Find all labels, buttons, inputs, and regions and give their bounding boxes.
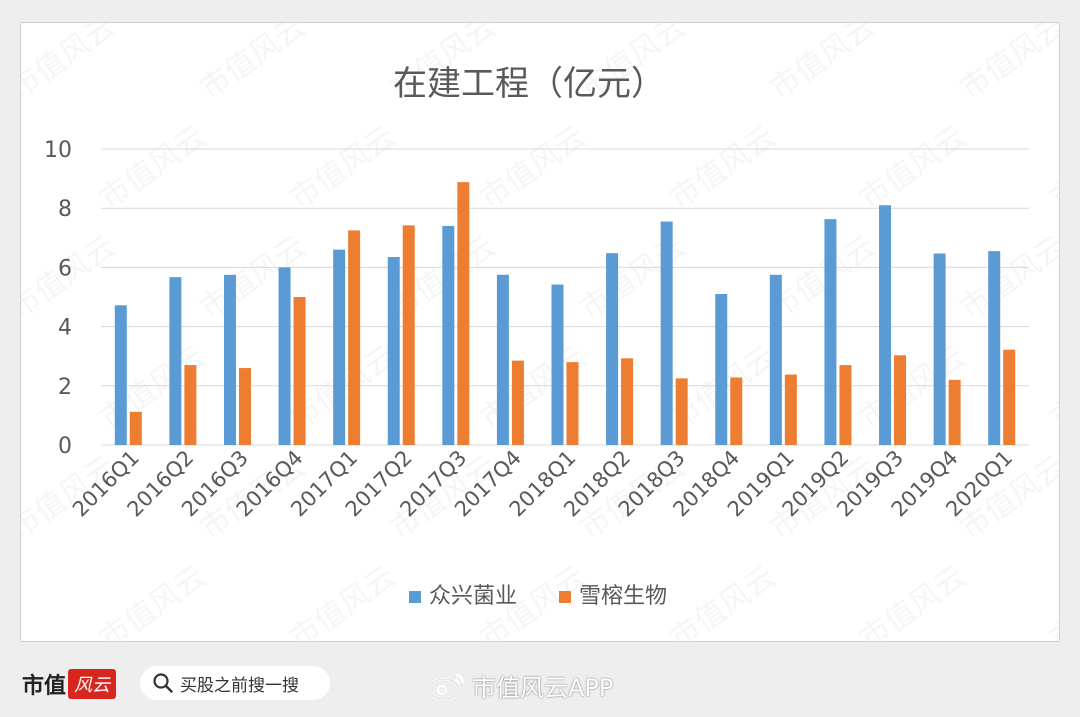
- bar-zhongxing-2017Q1: [333, 249, 346, 445]
- bar-xuerong-2016Q1: [129, 411, 142, 445]
- footer-bar: 市值 风云 买股之前搜一搜 市值风云APP: [0, 650, 1080, 717]
- grid-lines: [101, 148, 1029, 446]
- bar-xuerong-2016Q2: [184, 365, 197, 445]
- bar-xuerong-2017Q4: [511, 360, 524, 445]
- y-tick-label: 8: [58, 197, 72, 222]
- bar-zhongxing-2020Q1: [988, 251, 1001, 445]
- chart-card: 市值风云 市值风云 市值风云 市值风云 市值风云 市值风云 市值风云 市值风云 市值风云 市值风云…: [20, 22, 1060, 642]
- x-axis-ticks: 2016Q12016Q22016Q32016Q42017Q12017Q22017…: [68, 446, 1017, 522]
- search-text: 买股之前搜一搜: [180, 675, 299, 696]
- bar-xuerong-2019Q2: [839, 365, 852, 445]
- brand-text: 市值: [22, 673, 67, 699]
- bar-xuerong-2016Q3: [238, 368, 251, 445]
- bar-xuerong-2018Q2: [621, 358, 634, 445]
- y-axis-ticks: 0 2 4 6 8 10: [44, 138, 72, 459]
- y-tick-label: 2: [58, 375, 72, 400]
- y-tick-label: 10: [44, 138, 72, 163]
- legend-label: 雪榕生物: [579, 584, 667, 609]
- bar-zhongxing-2016Q1: [114, 305, 127, 445]
- bar-xuerong-2019Q1: [784, 374, 797, 445]
- bar-xuerong-2016Q4: [293, 297, 306, 445]
- bar-xuerong-2018Q1: [566, 362, 579, 445]
- bar-xuerong-2017Q2: [402, 225, 415, 445]
- bar-xuerong-2017Q3: [457, 182, 470, 446]
- search-icon: [153, 673, 173, 693]
- y-tick-label: 0: [58, 434, 72, 459]
- bar-zhongxing-2017Q2: [387, 257, 400, 445]
- legend: 众兴菌业 雪榕生物: [409, 584, 667, 609]
- bar-xuerong-2017Q1: [348, 230, 361, 445]
- bar-xuerong-2019Q4: [948, 379, 961, 445]
- bar-zhongxing-2016Q4: [278, 267, 291, 445]
- bar-zhongxing-2018Q1: [551, 284, 564, 445]
- weibo-icon: [428, 673, 465, 700]
- bar-zhongxing-2019Q2: [824, 219, 837, 445]
- bar-zhongxing-2018Q3: [660, 221, 673, 445]
- bar-zhongxing-2019Q1: [769, 274, 782, 445]
- weibo-text: 市值风云APP: [472, 674, 614, 702]
- weibo-handle: 市值风云APP: [428, 668, 613, 703]
- brand-logo: 市值 风云: [22, 664, 117, 704]
- bar-xuerong-2019Q3: [894, 355, 907, 445]
- search-pill[interactable]: 买股之前搜一搜: [140, 666, 330, 700]
- bar-zhongxing-2016Q3: [223, 274, 236, 445]
- legend-label: 众兴菌业: [429, 584, 517, 609]
- bar-zhongxing-2019Q4: [933, 253, 946, 445]
- bar-zhongxing-2017Q3: [442, 225, 455, 445]
- legend-swatch: [409, 591, 421, 603]
- y-tick-label: 6: [58, 256, 72, 281]
- bar-zhongxing-2016Q2: [169, 277, 182, 445]
- bar-chart: 在建工程（亿元） 0 2 4 6 8 10 2016Q12016Q22016Q32016Q…: [44, 64, 1029, 609]
- bar-zhongxing-2017Q4: [496, 274, 509, 445]
- bar-xuerong-2020Q1: [1003, 349, 1016, 445]
- legend-swatch: [559, 591, 571, 603]
- bar-zhongxing-2018Q4: [715, 294, 728, 445]
- y-tick-label: 4: [58, 316, 72, 341]
- bar-zhongxing-2018Q2: [606, 253, 619, 445]
- bar-xuerong-2018Q3: [675, 378, 688, 445]
- brand-logo-mark: 风云: [68, 669, 117, 699]
- bar-xuerong-2018Q4: [730, 377, 743, 445]
- bar-zhongxing-2019Q3: [879, 205, 892, 445]
- bars: [114, 182, 1016, 446]
- chart-title: 在建工程（亿元）: [393, 64, 665, 104]
